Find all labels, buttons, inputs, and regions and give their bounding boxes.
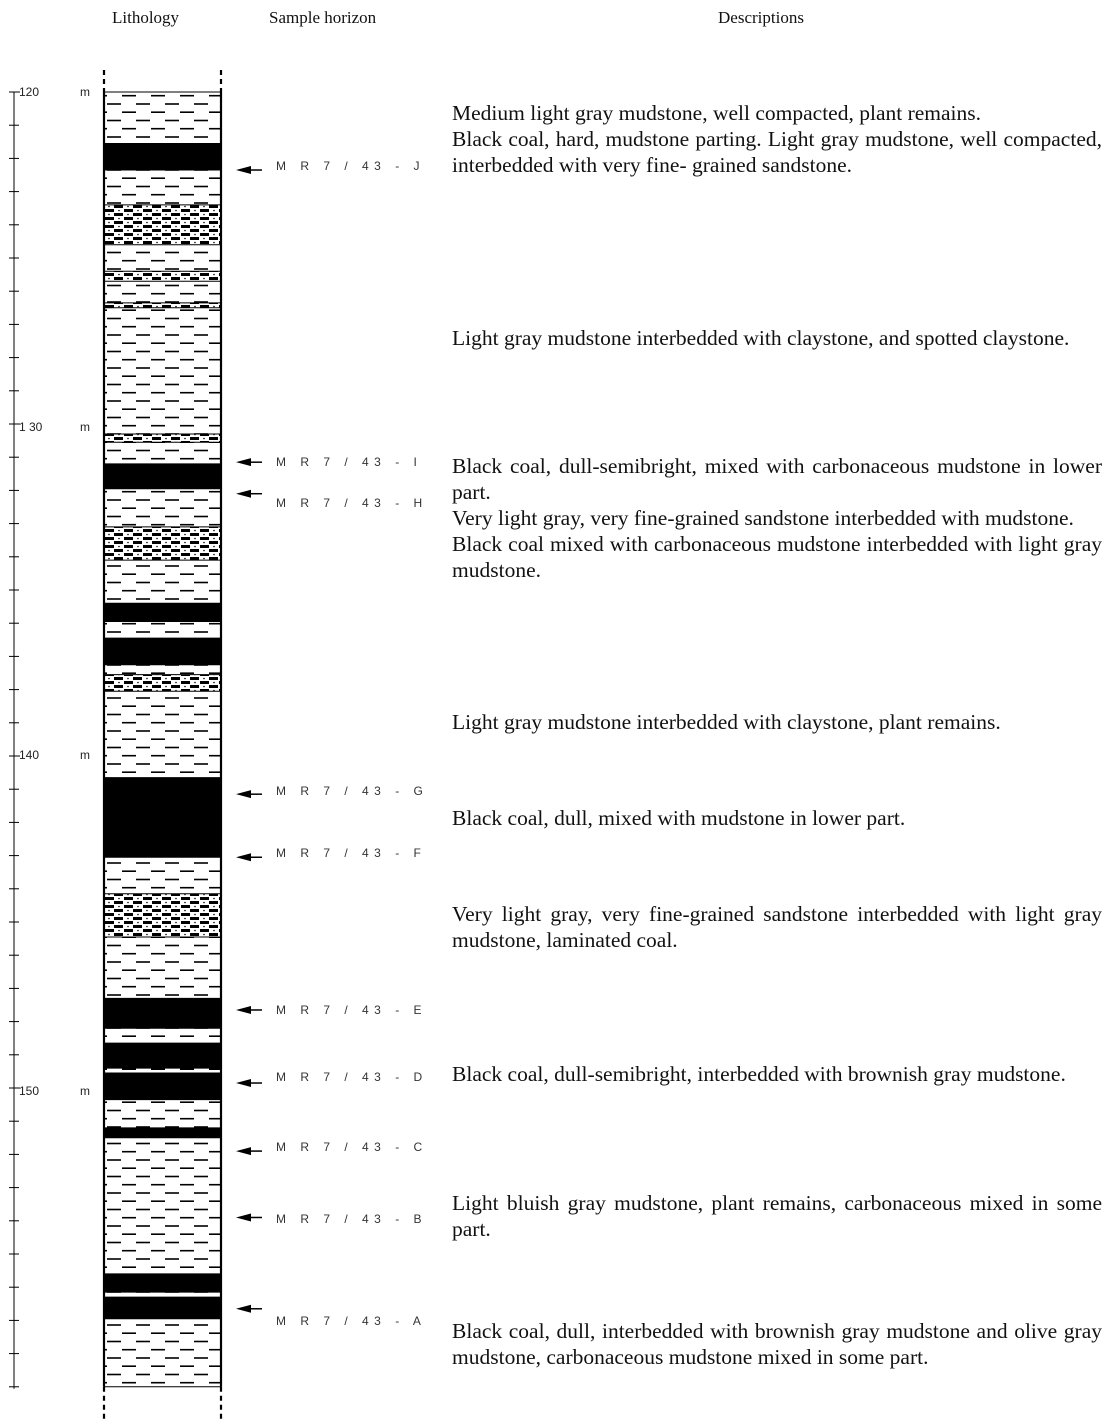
- bed-sandstone: [104, 526, 221, 561]
- bed-mudstone: [104, 691, 221, 778]
- description-paragraph: Very light gray, very fine-grained sands…: [452, 902, 1102, 952]
- header-descriptions: Descriptions: [718, 8, 804, 27]
- sample-label-b: M R 7 / 43 - B: [276, 1212, 428, 1226]
- bed-mudstone: [104, 1292, 221, 1298]
- sample-label-d: M R 7 / 43 - D: [276, 1070, 428, 1084]
- sample-arrow-head: [236, 1147, 251, 1156]
- sample-label-c: M R 7 / 43 - C: [276, 1140, 428, 1154]
- depth-label-150: 150: [19, 1084, 40, 1098]
- bed-coal: [104, 777, 221, 858]
- bed-coal: [104, 603, 221, 622]
- description-paragraph: Light bluish gray mudstone, plant remain…: [452, 1191, 1102, 1241]
- bed-sandstone: [104, 433, 221, 443]
- bed-sandstone: [104, 302, 221, 308]
- bed-mudstone: [104, 244, 221, 272]
- bed-mudstone: [104, 857, 221, 894]
- description-paragraph: Black coal, dull, mixed with mudstone in…: [452, 806, 906, 830]
- bed-mudstone: [104, 92, 221, 144]
- description-paragraph: Light gray mudstone interbedded with cla…: [452, 710, 1001, 734]
- bed-coal: [104, 1273, 221, 1293]
- bed-coal: [104, 1297, 221, 1319]
- sample-label-f: M R 7 / 43 - F: [276, 846, 427, 860]
- sample-arrow-head: [236, 790, 251, 799]
- description-block-1: Medium light gray mudstone, well compact…: [452, 100, 1102, 178]
- sample-label-g: M R 7 / 43 - G: [276, 784, 429, 798]
- description-block-3: Black coal, dull-semibright, mixed with …: [452, 453, 1102, 583]
- sample-arrow-head: [236, 458, 251, 467]
- header-lithology: Lithology: [112, 8, 180, 27]
- bed-coal: [104, 1073, 221, 1100]
- header-sample-horizon: Sample horizon: [269, 8, 377, 27]
- bed-mudstone: [104, 170, 221, 205]
- bed-coal: [104, 998, 221, 1029]
- description-paragraph: Black coal, hard, mudstone parting. Ligh…: [452, 127, 1102, 177]
- description-block-7: Black coal, dull-semibright, interbedded…: [452, 1061, 1102, 1087]
- bed-mudstone: [104, 664, 221, 675]
- description-block-4: Light gray mudstone interbedded with cla…: [452, 709, 1102, 735]
- bed-sandstone: [104, 674, 221, 692]
- depth-label-130: 1 30: [19, 420, 43, 434]
- sample-arrow-head: [236, 853, 251, 862]
- sample-arrow-head: [236, 489, 251, 498]
- sample-arrow-head: [236, 166, 251, 175]
- sample-label-e: M R 7 / 43 - E: [276, 1003, 428, 1017]
- sample-arrow-head: [236, 1213, 251, 1222]
- description-paragraph: Medium light gray mudstone, well compact…: [452, 101, 982, 125]
- description-paragraph: Light gray mudstone interbedded with cla…: [452, 326, 1070, 350]
- depth-unit-130: m: [80, 420, 90, 434]
- bed-mudstone: [104, 1068, 221, 1074]
- bed-sandstone: [104, 893, 221, 937]
- bed-mudstone: [104, 621, 221, 639]
- description-paragraph: Very light gray, very fine-grained sands…: [452, 506, 1074, 530]
- bed-mudstone: [104, 281, 221, 303]
- bed-mudstone: [104, 442, 221, 464]
- depth-unit-140: m: [80, 748, 90, 762]
- sample-label-j: M R 7 / 43 - J: [276, 159, 426, 173]
- bed-coal: [104, 1043, 221, 1069]
- bed-coal: [104, 143, 221, 171]
- bed-mudstone: [104, 307, 221, 434]
- depth-unit-120: m: [80, 85, 90, 99]
- sample-arrow-head: [236, 1304, 251, 1313]
- depth-scale: [9, 91, 20, 1389]
- bed-mudstone: [104, 1137, 221, 1274]
- lithology-column: [102, 70, 223, 1420]
- sample-arrow-head: [236, 1079, 251, 1088]
- bed-mudstone: [104, 1318, 221, 1387]
- bed-sandstone: [104, 204, 221, 245]
- description-paragraph: Black coal mixed with carbonaceous mudst…: [452, 532, 1102, 582]
- depth-unit-150: m: [80, 1084, 90, 1098]
- sample-label-h: M R 7 / 43 - H: [276, 496, 428, 510]
- description-block-2: Light gray mudstone interbedded with cla…: [452, 325, 1102, 351]
- description-block-8: Light bluish gray mudstone, plant remain…: [452, 1190, 1102, 1242]
- bed-coal: [104, 463, 221, 489]
- sample-label-a: M R 7 / 43 - A: [276, 1314, 427, 1328]
- bed-mudstone: [104, 1099, 221, 1128]
- depth-label-120: 120: [19, 85, 40, 99]
- bed-mudstone: [104, 936, 221, 999]
- description-paragraph: Black coal, dull-semibright, mixed with …: [452, 454, 1102, 504]
- bed-sandstone: [104, 271, 221, 282]
- sample-arrows: [236, 166, 262, 1313]
- description-paragraph: Black coal, dull, interbedded with brown…: [452, 1319, 1102, 1369]
- bed-mudstone: [104, 1028, 221, 1044]
- sample-label-i: M R 7 / 43 - I: [276, 455, 423, 469]
- description-block-6: Very light gray, very fine-grained sands…: [452, 901, 1102, 953]
- description-block-5: Black coal, dull, mixed with mudstone in…: [452, 805, 1102, 831]
- depth-label-140: 140: [19, 748, 40, 762]
- description-paragraph: Black coal, dull-semibright, interbedded…: [452, 1062, 1066, 1086]
- sample-arrow-head: [236, 1005, 251, 1014]
- description-block-9: Black coal, dull, interbedded with brown…: [452, 1318, 1102, 1370]
- bed-mudstone: [104, 488, 221, 527]
- bed-coal: [104, 1127, 221, 1138]
- bed-coal: [104, 638, 221, 665]
- bed-mudstone: [104, 560, 221, 604]
